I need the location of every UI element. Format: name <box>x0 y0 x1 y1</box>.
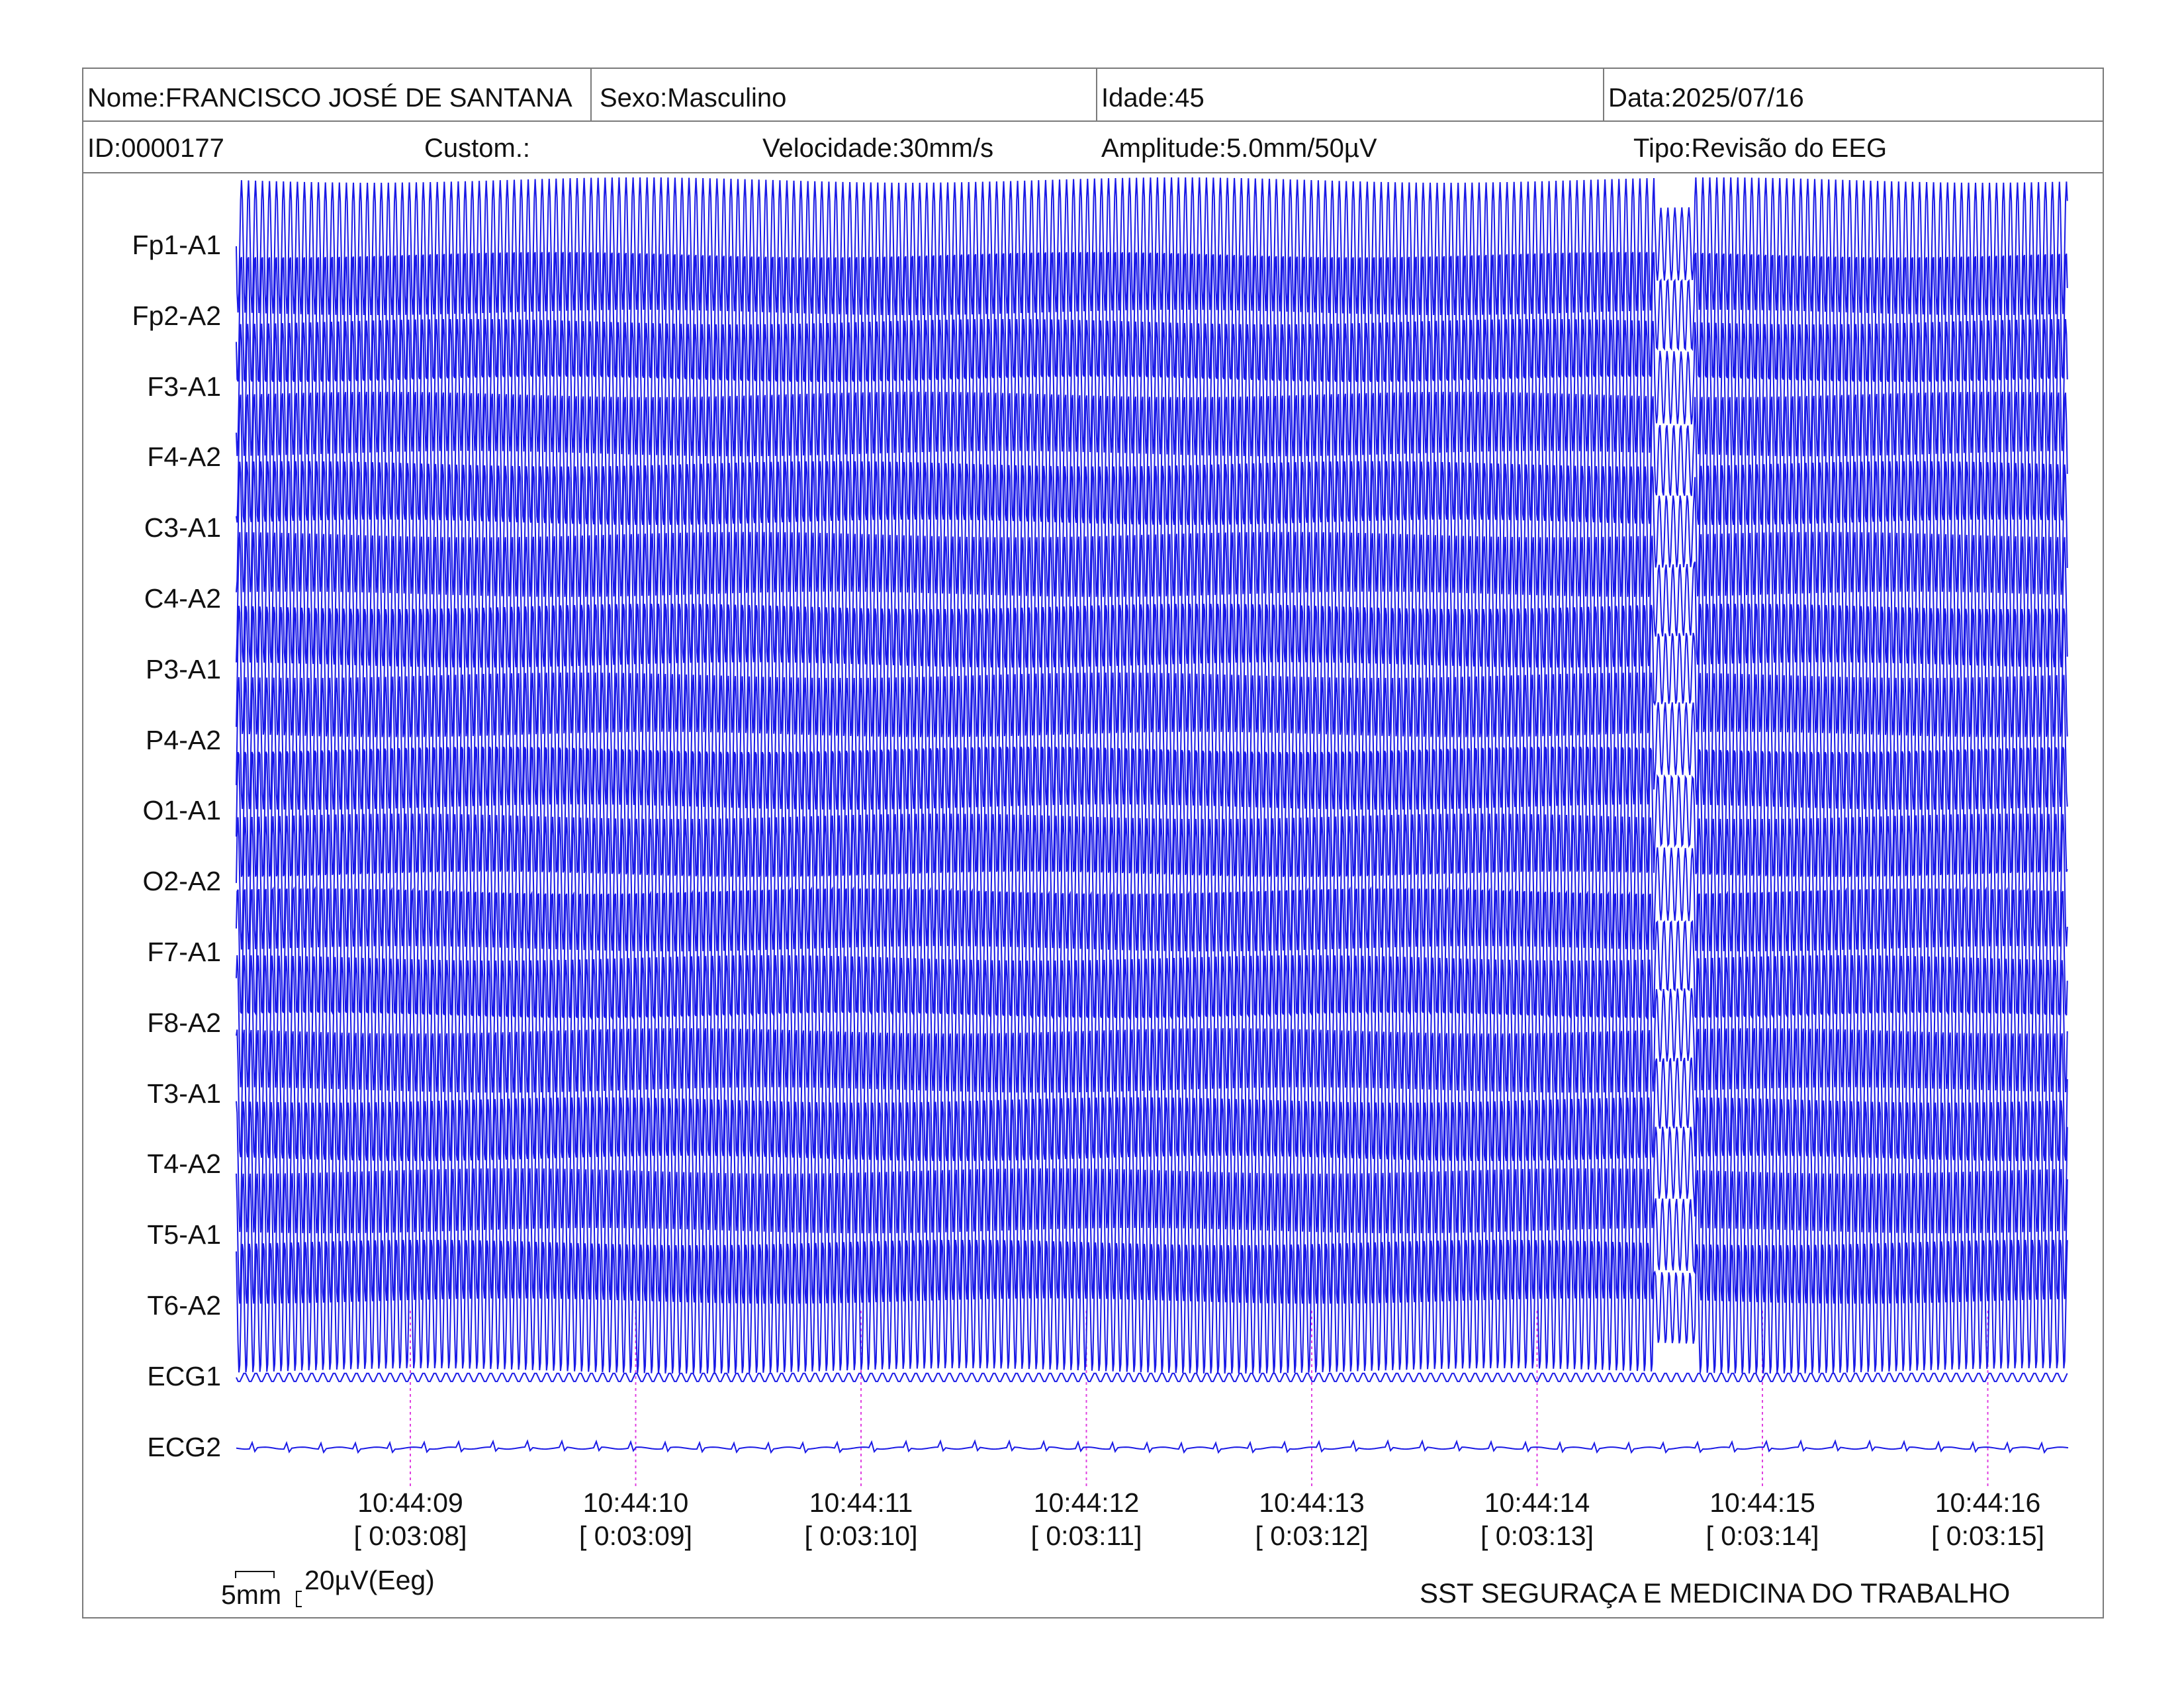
time-marker-elapsed: [ 0:03:08] <box>353 1521 467 1551</box>
header-row-recording: ID:0000177 Custom.: Velocidade:30mm/s Am… <box>83 122 2103 173</box>
channel-label-f7-a1: F7-A1 <box>147 937 221 967</box>
time-marker-clock: 10:44:15 <box>1709 1487 1815 1518</box>
trace-p3-a1 <box>236 603 2068 737</box>
time-marker-clock: 10:44:10 <box>582 1487 689 1518</box>
trace-c3-a1 <box>236 461 2068 597</box>
trace-t4-a2 <box>236 1097 2068 1234</box>
paper-speed: Velocidade:30mm/s <box>762 134 994 163</box>
trace-f8-a2 <box>236 955 2068 1093</box>
channel-label-t5-a1: T5-A1 <box>147 1219 221 1250</box>
trace-fp2-a2 <box>236 252 2068 383</box>
channel-label-f3-a1: F3-A1 <box>147 371 221 402</box>
channel-labels: Fp1-A1 Fp2-A2 F3-A1 F4-A2 C3-A1 C4-A2 P3-A1 P4-… <box>82 0 221 1688</box>
trace-t6-a2 <box>236 1239 2068 1374</box>
channel-label-c3-a1: C3-A1 <box>144 512 221 543</box>
time-marker-elapsed: [ 0:03:09] <box>579 1521 692 1551</box>
time-marker-clock: 10:44:09 <box>357 1487 463 1518</box>
time-marker-clock: 10:44:14 <box>1484 1487 1590 1518</box>
time-scale-label: 5mm <box>221 1579 282 1610</box>
trace-c4-a2 <box>236 532 2068 668</box>
header-row-patient: Nome:FRANCISCO JOSÉ DE SANTANA Sexo:Masc… <box>83 69 2103 122</box>
channel-label-t4-a2: T4-A2 <box>147 1149 221 1180</box>
patient-sex: Sexo:Masculino <box>597 85 787 111</box>
calibration-scale: 5mm 20µV(Eeg) <box>218 1557 496 1610</box>
time-marker-elapsed: [ 0:03:14] <box>1706 1521 1819 1551</box>
time-marker-clock: 10:44:12 <box>1033 1487 1140 1518</box>
channel-label-c4-a2: C4-A2 <box>144 583 221 614</box>
trace-fp1-a1 <box>236 177 2068 316</box>
channel-label-fp2-a2: Fp2-A2 <box>132 300 221 331</box>
time-marker-elapsed: [ 0:03:12] <box>1255 1521 1369 1551</box>
amplitude-scale-label: 20µV(Eeg) <box>304 1565 435 1595</box>
time-marker-elapsed: [ 0:03:13] <box>1480 1521 1594 1551</box>
patient-id: ID:0000177 <box>87 134 224 163</box>
scale-bracket-icon <box>235 1571 302 1607</box>
trace-f4-a2 <box>236 391 2068 526</box>
trace-ecg1 <box>236 1372 2068 1382</box>
trace-f3-a1 <box>236 318 2068 457</box>
header-divider <box>1603 69 1604 122</box>
review-type: Tipo:Revisão do EEG <box>1633 134 1888 163</box>
organization-name: SST SEGURAÇA E MEDICINA DO TRABALHO <box>1420 1577 2011 1609</box>
trace-o1-a1 <box>236 746 2068 877</box>
channel-label-fp1-a1: Fp1-A1 <box>132 230 221 260</box>
trace-o2-a2 <box>236 814 2068 952</box>
trace-f7-a1 <box>236 886 2068 1021</box>
trace-t5-a1 <box>236 1168 2068 1304</box>
channel-label-o1-a1: O1-A1 <box>142 795 222 826</box>
record-date: Data:2025/07/16 <box>1608 83 1804 113</box>
channel-label-ecg2: ECG2 <box>147 1431 221 1462</box>
time-marker-elapsed: [ 0:03:15] <box>1931 1521 2044 1551</box>
channel-label-f8-a2: F8-A2 <box>147 1007 221 1038</box>
time-marker-elapsed: [ 0:03:10] <box>804 1521 918 1551</box>
amplitude-setting: Amplitude:5.0mm/50µV <box>1101 134 1377 163</box>
custom-field: Custom.: <box>424 134 531 163</box>
channel-label-o2-a2: O2-A2 <box>142 866 222 897</box>
channel-label-ecg1: ECG1 <box>147 1360 221 1391</box>
patient-age: Idade:45 <box>1101 83 1205 113</box>
header-divider <box>1096 69 1097 122</box>
time-marker-clock: 10:44:11 <box>809 1487 913 1518</box>
channel-label-t3-a1: T3-A1 <box>147 1078 221 1109</box>
channel-label-f4-a2: F4-A2 <box>147 442 221 473</box>
channel-label-p3-a1: P3-A1 <box>146 653 221 684</box>
header-divider <box>590 69 592 122</box>
patient-name: Nome:FRANCISCO JOSÉ DE SANTANA <box>87 83 572 113</box>
time-marker-elapsed: [ 0:03:11] <box>1030 1521 1142 1551</box>
time-marker-clock: 10:44:13 <box>1259 1487 1365 1518</box>
time-marker-clock: 10:44:16 <box>1934 1487 2041 1518</box>
report-frame: Nome:FRANCISCO JOSÉ DE SANTANA Sexo:Masc… <box>82 68 2104 1618</box>
channel-label-p4-a2: P4-A2 <box>146 724 221 755</box>
channel-label-t6-a2: T6-A2 <box>147 1290 221 1321</box>
trace-t3-a1 <box>236 1028 2068 1162</box>
channel-traces <box>236 177 2069 1454</box>
trace-ecg2 <box>236 1439 2069 1454</box>
trace-p4-a2 <box>236 672 2068 810</box>
